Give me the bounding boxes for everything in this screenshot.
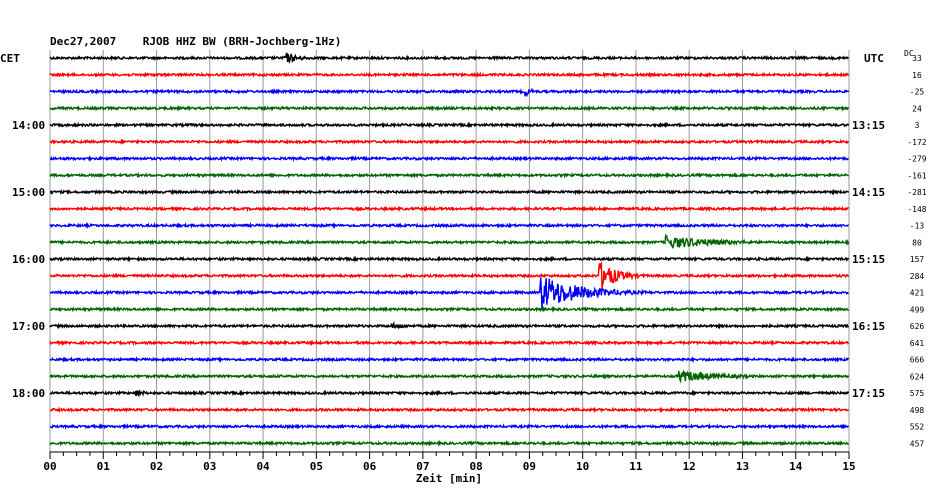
x-tick-label: 04 xyxy=(256,460,270,473)
x-tick-label: 06 xyxy=(363,460,377,473)
trace-line xyxy=(49,369,850,384)
cet-hour-label: 14:00 xyxy=(12,119,45,132)
trace-line xyxy=(49,277,849,309)
trace-line xyxy=(49,154,849,162)
dc-label: DC xyxy=(904,49,914,58)
x-tick-label: 11 xyxy=(629,460,643,473)
dc-offset-label: 33 xyxy=(912,54,922,63)
dc-offset-label: 421 xyxy=(910,289,925,298)
dc-offset-labels: 33 16 -25 24 3 -172 -279 -161 -281 -148 -13 80 157 28… xyxy=(907,54,926,448)
dc-offset-label: 16 xyxy=(912,71,922,80)
trace-line xyxy=(49,422,849,430)
dc-offset-label: -25 xyxy=(910,88,925,97)
x-tick-label: 12 xyxy=(683,460,696,473)
x-tick-label: 01 xyxy=(97,460,111,473)
x-tick-label: 14 xyxy=(789,460,803,473)
dc-offset-label: 641 xyxy=(910,339,925,348)
trace-line xyxy=(49,188,850,196)
utc-hour-labels: 13:15 14:15 15:15 16:15 17:15 xyxy=(852,119,885,400)
x-tick-label: 05 xyxy=(310,460,323,473)
x-axis: 00 01 02 03 04 05 06 07 08 09 10 11 12 13 14 15 xyxy=(43,451,856,473)
trace-line xyxy=(49,104,849,112)
trace-line xyxy=(49,305,849,313)
dc-offset-label: -172 xyxy=(907,138,926,147)
dc-offset-label: 3 xyxy=(915,121,920,130)
cet-hour-label: 17:00 xyxy=(12,320,45,333)
dc-offset-label: -148 xyxy=(907,205,926,214)
trace-line xyxy=(49,255,850,263)
left-axis-label: CET xyxy=(0,52,20,65)
trace-line xyxy=(49,71,850,79)
x-tick-label: 09 xyxy=(523,460,536,473)
x-tick-label: 13 xyxy=(736,460,749,473)
cet-hour-label: 18:00 xyxy=(12,387,45,400)
x-tick-label: 03 xyxy=(203,460,216,473)
dc-offset-label: 626 xyxy=(910,322,925,331)
utc-hour-label: 16:15 xyxy=(852,320,885,333)
dc-offset-label: 157 xyxy=(910,255,925,264)
dc-offset-label: 80 xyxy=(912,238,922,247)
trace-line xyxy=(49,52,849,65)
dc-offset-label: 24 xyxy=(912,104,922,113)
cet-hour-label: 15:00 xyxy=(12,186,45,199)
trace-line xyxy=(49,87,850,98)
trace-line xyxy=(49,439,850,447)
dc-offset-label: 498 xyxy=(910,406,925,415)
vertical-gridlines xyxy=(49,50,850,452)
dc-offset-label: 575 xyxy=(910,389,925,398)
right-axis-label: UTC xyxy=(864,52,884,65)
dc-offset-label: -161 xyxy=(907,171,926,180)
utc-hour-label: 15:15 xyxy=(852,253,885,266)
trace-line xyxy=(49,355,850,364)
dc-offset-label: 284 xyxy=(910,272,925,281)
dc-offset-label: 499 xyxy=(910,305,925,314)
cet-hour-label: 16:00 xyxy=(12,253,45,266)
utc-hour-label: 13:15 xyxy=(852,119,885,132)
utc-hour-label: 14:15 xyxy=(852,186,885,199)
trace-line xyxy=(49,121,850,129)
chart-title: Dec27,2007 RJOB HHZ BW (BRH-Jochberg-1Hz… xyxy=(50,35,341,48)
x-tick-label: 08 xyxy=(470,460,483,473)
x-tick-label: 00 xyxy=(43,460,56,473)
x-tick-label: 10 xyxy=(576,460,589,473)
dc-offset-label: 457 xyxy=(910,439,925,448)
trace-line xyxy=(49,233,850,249)
trace-line xyxy=(49,171,849,179)
trace-line xyxy=(49,138,849,146)
trace-line xyxy=(49,320,849,330)
dc-offset-label: -281 xyxy=(907,188,926,197)
x-tick-label: 07 xyxy=(416,460,429,473)
trace-line xyxy=(49,261,850,290)
trace-line xyxy=(49,406,849,414)
cet-hour-labels: 14:00 15:00 16:00 17:00 18:00 xyxy=(12,119,45,400)
dc-offset-label: 666 xyxy=(910,356,925,365)
dc-offset-label: 624 xyxy=(910,372,925,381)
trace-line xyxy=(49,205,849,213)
utc-hour-label: 17:15 xyxy=(852,387,885,400)
seismic-traces xyxy=(49,52,850,447)
trace-line xyxy=(49,221,849,230)
x-tick-label: 02 xyxy=(150,460,163,473)
trace-line xyxy=(49,389,850,398)
x-tick-label: 15 xyxy=(842,460,855,473)
dc-offset-label: -279 xyxy=(907,155,926,164)
dc-offset-label: -13 xyxy=(910,222,925,231)
trace-line xyxy=(49,339,849,347)
x-axis-label: Zeit [min] xyxy=(416,472,482,485)
dc-offset-label: 552 xyxy=(910,423,925,432)
